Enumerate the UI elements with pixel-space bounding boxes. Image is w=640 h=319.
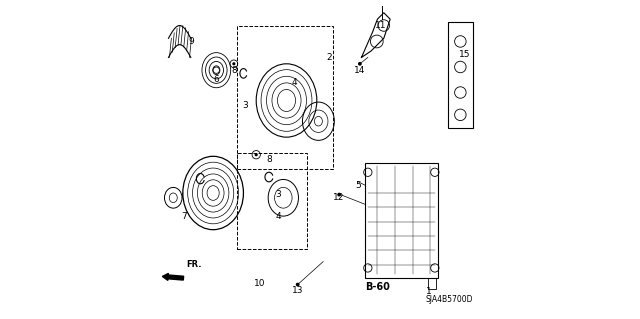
Circle shape: [296, 283, 300, 286]
Text: 13: 13: [292, 286, 303, 295]
Bar: [447, 22, 473, 128]
Text: 2: 2: [327, 53, 332, 62]
FancyArrow shape: [163, 273, 184, 280]
Text: 6: 6: [214, 75, 219, 84]
Text: B-60: B-60: [365, 282, 390, 292]
Text: FR.: FR.: [186, 260, 202, 269]
Text: 12: 12: [333, 193, 345, 202]
Text: 1: 1: [426, 287, 431, 296]
Text: 3: 3: [242, 101, 248, 110]
Circle shape: [232, 62, 236, 65]
Text: SJA4B5700D: SJA4B5700D: [426, 295, 473, 304]
Circle shape: [337, 193, 341, 197]
Text: 11: 11: [375, 21, 387, 30]
Circle shape: [213, 67, 220, 73]
Text: 9: 9: [188, 37, 194, 46]
Circle shape: [255, 153, 258, 156]
Text: 7: 7: [182, 212, 188, 221]
Bar: [237, 26, 333, 169]
Text: 14: 14: [354, 66, 365, 75]
Text: 3: 3: [276, 190, 282, 199]
Bar: [428, 278, 436, 289]
Bar: [365, 163, 438, 278]
Text: 10: 10: [253, 279, 265, 288]
Text: 8: 8: [231, 66, 237, 75]
Text: 8: 8: [266, 155, 272, 164]
Text: 4: 4: [276, 212, 282, 221]
Text: 5: 5: [355, 181, 361, 189]
Text: 4: 4: [292, 78, 298, 87]
Text: 15: 15: [460, 50, 471, 59]
Bar: [237, 153, 307, 249]
Circle shape: [358, 62, 362, 66]
